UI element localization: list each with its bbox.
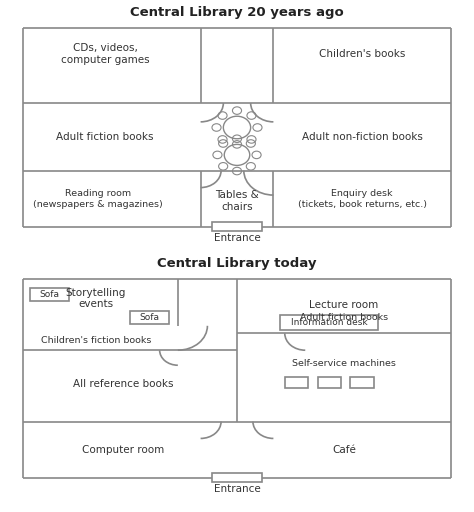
Text: Entrance: Entrance: [214, 233, 260, 243]
Text: Adult fiction books: Adult fiction books: [56, 132, 154, 142]
Text: Lecture room: Lecture room: [310, 300, 379, 310]
Bar: [280, 315, 378, 330]
Text: Entrance: Entrance: [214, 484, 260, 494]
Text: Sofa: Sofa: [140, 313, 160, 322]
Bar: [285, 377, 309, 388]
Text: Enquiry desk
(tickets, book returns, etc.): Enquiry desk (tickets, book returns, etc…: [298, 189, 427, 208]
Bar: [318, 377, 341, 388]
Title: Central Library 20 years ago: Central Library 20 years ago: [130, 6, 344, 19]
Bar: [212, 474, 262, 482]
Text: Tables &
chairs: Tables & chairs: [215, 190, 259, 211]
Bar: [212, 223, 262, 231]
Bar: [350, 377, 374, 388]
Text: Storytelling
events: Storytelling events: [66, 288, 126, 309]
Bar: [30, 288, 69, 302]
Text: Computer room: Computer room: [82, 445, 164, 455]
Title: Central Library today: Central Library today: [157, 257, 317, 270]
Text: Children's books: Children's books: [319, 49, 405, 59]
Text: Children's fiction books: Children's fiction books: [41, 336, 151, 345]
Text: Adult non-fiction books: Adult non-fiction books: [301, 132, 423, 142]
Text: Information desk: Information desk: [291, 318, 368, 327]
Text: Sofa: Sofa: [39, 290, 60, 299]
Text: All reference books: All reference books: [73, 379, 173, 389]
Text: Reading room
(newspapers & magazines): Reading room (newspapers & magazines): [33, 189, 163, 208]
Text: Adult fiction books: Adult fiction books: [300, 313, 388, 322]
Text: Café: Café: [332, 445, 356, 455]
Text: Self-service machines: Self-service machines: [292, 359, 396, 368]
Bar: [130, 311, 169, 324]
Text: CDs, videos,
computer games: CDs, videos, computer games: [61, 44, 149, 65]
